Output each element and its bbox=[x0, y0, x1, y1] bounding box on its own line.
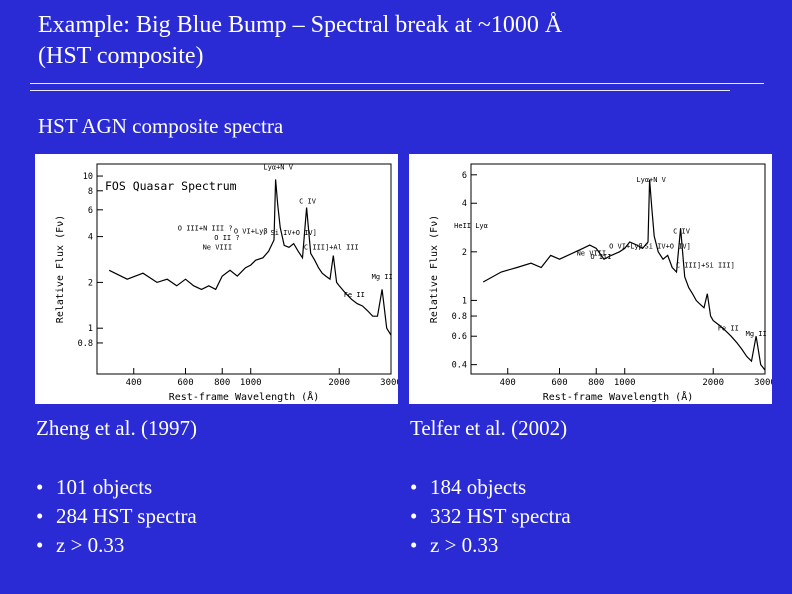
spectrum-series-line bbox=[108, 179, 392, 336]
y-tick-label: 1 bbox=[462, 296, 467, 306]
left-reference: Zheng et al. (1997) bbox=[36, 416, 197, 440]
line-annotation: C IV bbox=[673, 227, 691, 235]
y-tick-label: 0.8 bbox=[78, 339, 93, 349]
line-annotation: Lyα+N V bbox=[263, 164, 293, 172]
slide-subtitle: HST AGN composite spectra bbox=[38, 114, 284, 138]
line-annotation: Si IV+O IV] bbox=[645, 242, 691, 250]
y-tick-label: 2 bbox=[462, 248, 467, 258]
line-annotation: Fe II bbox=[344, 291, 365, 299]
line-annotation: Ne VIII bbox=[203, 243, 233, 251]
line-annotation: C IV bbox=[299, 198, 317, 206]
y-tick-label: 4 bbox=[88, 233, 93, 243]
x-tick-label: 2000 bbox=[328, 378, 350, 388]
x-axis-label: Rest-frame Wavelength (Å) bbox=[169, 390, 320, 403]
line-annotation: O III bbox=[590, 253, 611, 261]
y-axis-label: Relative Flux (Fν) bbox=[55, 215, 66, 323]
x-tick-label: 600 bbox=[551, 378, 567, 388]
y-tick-label: 6 bbox=[462, 171, 467, 181]
title-rule-secondary bbox=[30, 90, 730, 91]
y-tick-label: 0.4 bbox=[452, 361, 467, 371]
line-annotation: HeII Lyα bbox=[454, 222, 488, 230]
y-tick-label: 8 bbox=[88, 187, 93, 197]
list-item: z > 0.33 bbox=[410, 531, 571, 560]
y-tick-label: 0.8 bbox=[452, 312, 467, 322]
line-annotation: Ne VIII bbox=[577, 249, 607, 257]
y-tick-label: 1 bbox=[88, 324, 93, 334]
x-tick-label: 800 bbox=[214, 378, 230, 388]
x-tick-label: 400 bbox=[126, 378, 142, 388]
line-annotation: Fe II bbox=[718, 325, 739, 333]
plot-frame bbox=[470, 163, 766, 375]
x-tick-label: 1000 bbox=[240, 378, 262, 388]
title-rule bbox=[30, 83, 764, 84]
line-annotation: Mg II bbox=[372, 273, 393, 281]
x-tick-label: 2000 bbox=[702, 378, 724, 388]
x-tick-label: 800 bbox=[588, 378, 604, 388]
line-annotation: O III+N III ? bbox=[178, 224, 233, 232]
line-annotation: O VI+Lyβ bbox=[609, 242, 643, 250]
line-annotation: Lyα+N V bbox=[636, 176, 666, 184]
list-item: z > 0.33 bbox=[36, 531, 197, 560]
y-tick-label: 10 bbox=[83, 172, 93, 182]
list-item: 101 objects bbox=[36, 473, 197, 502]
y-tick-label: 0.6 bbox=[452, 332, 467, 342]
x-tick-label: 1000 bbox=[614, 378, 636, 388]
y-tick-label: 4 bbox=[462, 199, 467, 209]
chart-title: FOS Quasar Spectrum bbox=[105, 179, 237, 193]
list-item: 184 objects bbox=[410, 473, 571, 502]
slide-title-line1: Example: Big Blue Bump – Spectral break … bbox=[38, 12, 563, 38]
list-item: 332 HST spectra bbox=[410, 502, 571, 531]
slide-title-line2: (HST composite) bbox=[38, 43, 204, 69]
plot-frame bbox=[96, 163, 392, 375]
right-bullet-list: 184 objects 332 HST spectra z > 0.33 bbox=[410, 473, 571, 560]
line-annotation: Si IV+O IV] bbox=[271, 229, 317, 237]
line-annotation: C III]+Al III bbox=[304, 243, 359, 251]
line-annotation: O II ? bbox=[214, 234, 239, 242]
x-axis-label: Rest-frame Wavelength (Å) bbox=[543, 390, 694, 403]
slide-title: Example: Big Blue Bump – Spectral break … bbox=[38, 10, 778, 72]
right-reference: Telfer et al. (2002) bbox=[410, 416, 568, 440]
x-tick-label: 400 bbox=[500, 378, 516, 388]
list-item: 284 HST spectra bbox=[36, 502, 197, 531]
y-tick-label: 6 bbox=[88, 206, 93, 216]
line-annotation: O VI+Lyβ bbox=[234, 227, 268, 235]
left-bullet-list: 101 objects 284 HST spectra z > 0.33 bbox=[36, 473, 197, 560]
x-tick-label: 600 bbox=[177, 378, 193, 388]
line-annotation: C III]+Si III] bbox=[676, 261, 735, 269]
spectrum-series-line bbox=[482, 179, 766, 371]
y-tick-label: 2 bbox=[88, 278, 93, 288]
y-axis-label: Relative Flux (Fν) bbox=[429, 215, 440, 323]
line-annotation: Mg II bbox=[746, 330, 767, 338]
